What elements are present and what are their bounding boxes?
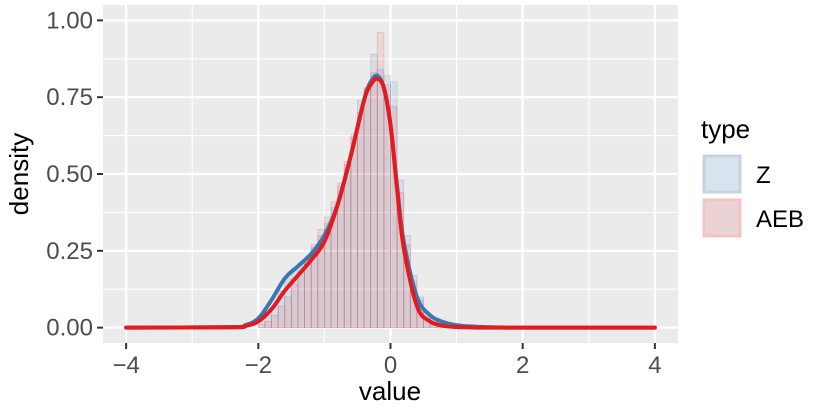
- histogram-aeb: [257, 32, 451, 329]
- y-tick-label: 1.00: [46, 7, 93, 34]
- histogram-bar-aeb: [271, 314, 279, 329]
- legend-label-aeb: AEB: [756, 206, 804, 233]
- histogram-bar-aeb: [350, 136, 358, 329]
- legend-key-z: Z: [702, 154, 771, 194]
- x-tick-label: −2: [245, 352, 272, 379]
- histogram-bar-z: [370, 53, 378, 329]
- y-axis-title: density: [4, 133, 34, 215]
- x-axis-title: value: [359, 376, 421, 406]
- histogram-bar-aeb: [343, 161, 352, 329]
- legend-swatch-z: [702, 154, 742, 194]
- histogram-bar-z: [284, 278, 292, 329]
- histogram-bar-z: [317, 235, 325, 329]
- histogram-bar-aeb: [317, 228, 325, 329]
- legend-title: type: [701, 114, 750, 144]
- histogram-bar-aeb: [376, 32, 385, 329]
- histogram-bar-aeb: [257, 324, 266, 329]
- histogram-bar-z: [330, 207, 339, 329]
- legend-swatch-aeb: [702, 198, 742, 238]
- histogram-bar-aeb: [337, 182, 345, 329]
- histogram-bar-aeb: [310, 244, 319, 329]
- density-line-aeb: [124, 76, 657, 330]
- legend: type Z AEB: [701, 114, 804, 238]
- histogram-bar-aeb: [297, 271, 305, 329]
- histogram-bar-z: [277, 290, 286, 329]
- histogram-z: [257, 53, 451, 329]
- y-axis: 0.00 0.25 0.50 0.75 1.00: [46, 7, 103, 342]
- y-tick-label: 0.50: [46, 161, 93, 188]
- x-tick-label: 0: [384, 352, 397, 379]
- y-tick-label: 0.75: [46, 84, 93, 111]
- histogram-bar-aeb: [277, 305, 286, 329]
- legend-key-aeb: AEB: [702, 198, 804, 238]
- x-axis: −4 −2 0 2 4: [112, 343, 662, 379]
- histogram-bar-aeb: [396, 192, 405, 329]
- y-tick-label: 0.00: [46, 315, 93, 342]
- x-tick-label: 2: [516, 352, 529, 379]
- histogram-bar-z: [357, 99, 365, 329]
- density-lines: [124, 73, 657, 330]
- y-tick-label: 0.25: [46, 238, 93, 265]
- histogram-bar-aeb: [357, 112, 365, 329]
- histogram-bar-aeb: [383, 84, 391, 329]
- histogram-bar-aeb: [324, 216, 332, 329]
- grid-major: [103, 5, 678, 343]
- legend-label-z: Z: [756, 162, 771, 189]
- histogram-bar-aeb: [390, 106, 398, 329]
- histogram-bar-z: [324, 222, 332, 329]
- histogram-bar-aeb: [304, 259, 312, 329]
- histogram-bar-aeb: [290, 284, 299, 329]
- x-tick-label: 4: [648, 352, 661, 379]
- histogram-bar-z: [383, 75, 391, 329]
- histogram-bar-aeb: [264, 321, 272, 329]
- histogram-bar-aeb: [330, 201, 339, 329]
- histogram-bar-aeb: [284, 296, 292, 329]
- x-tick-label: −4: [112, 352, 139, 379]
- histogram-bar-z: [376, 69, 385, 329]
- histogram-bar-aeb: [363, 87, 372, 329]
- histogram-bar-aeb: [370, 72, 378, 329]
